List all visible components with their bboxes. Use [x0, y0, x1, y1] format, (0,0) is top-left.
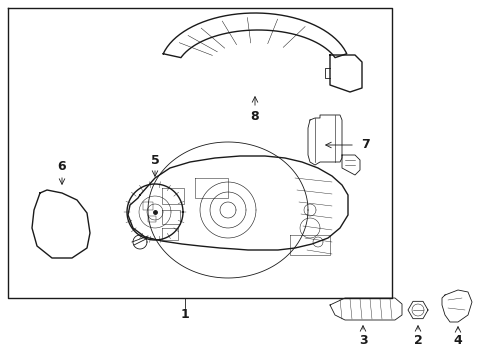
Polygon shape — [442, 290, 472, 322]
Polygon shape — [32, 190, 90, 258]
Polygon shape — [308, 115, 342, 165]
Text: 7: 7 — [361, 139, 369, 152]
Polygon shape — [342, 155, 360, 175]
Text: 1: 1 — [181, 309, 189, 321]
Polygon shape — [408, 301, 428, 319]
Text: 3: 3 — [359, 333, 368, 346]
Polygon shape — [128, 156, 348, 250]
Text: 5: 5 — [150, 153, 159, 166]
Text: 4: 4 — [454, 333, 463, 346]
Polygon shape — [330, 298, 402, 320]
Text: 8: 8 — [251, 109, 259, 122]
Polygon shape — [163, 13, 347, 58]
Text: 6: 6 — [58, 161, 66, 174]
Polygon shape — [330, 55, 362, 92]
Text: 2: 2 — [414, 333, 422, 346]
